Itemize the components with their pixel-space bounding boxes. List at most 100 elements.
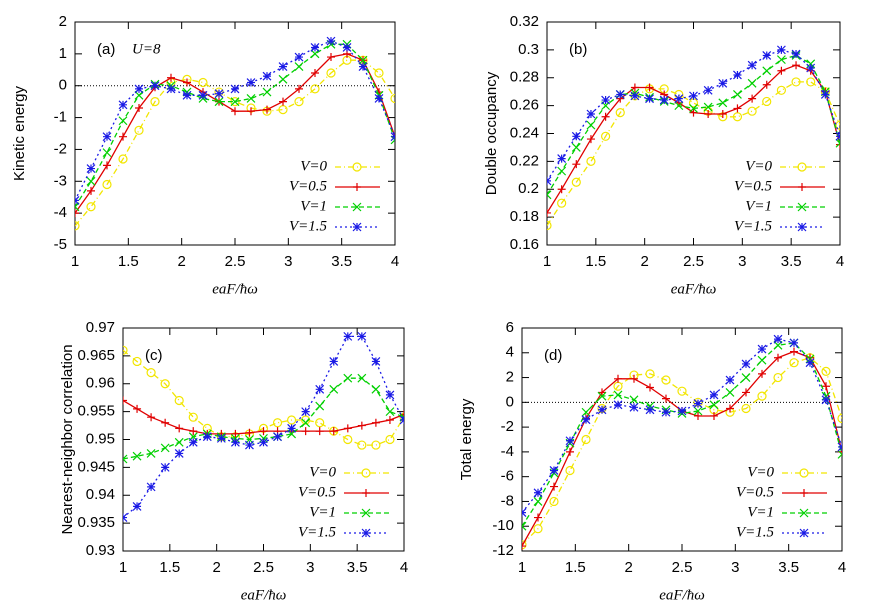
marker [547, 208, 551, 217]
marker [301, 415, 311, 425]
series [123, 331, 404, 522]
legend-label: V=0 [309, 464, 336, 480]
legend-marker [797, 222, 807, 232]
x-tick-label: 3.5 [781, 253, 802, 270]
marker [123, 345, 128, 355]
plot-frame [122, 327, 405, 552]
marker [167, 73, 175, 82]
series-line [75, 43, 395, 208]
marker [615, 107, 625, 118]
x-tick-label: 1 [543, 253, 551, 270]
marker [806, 63, 816, 73]
legend-label: V=0.5 [736, 484, 775, 500]
marker [310, 84, 320, 94]
marker [757, 391, 767, 401]
marker [358, 62, 368, 72]
y-tick-label: 0.28 [510, 69, 539, 86]
marker [836, 140, 840, 149]
marker [385, 390, 395, 400]
marker [86, 164, 96, 173]
marker [533, 497, 543, 506]
marker [287, 423, 297, 433]
legend-label: V=0 [745, 158, 772, 174]
marker [565, 436, 575, 446]
y-tick-label: 0.935 [77, 514, 115, 531]
marker [174, 449, 184, 458]
marker [629, 395, 639, 405]
marker [597, 405, 607, 415]
series-line [123, 377, 404, 460]
marker [557, 198, 567, 208]
x-tick-label: 1 [71, 253, 79, 270]
marker [822, 382, 830, 391]
marker [565, 465, 575, 476]
x-axis-label: eaF/ħω [212, 281, 258, 297]
marker [758, 369, 766, 378]
marker [399, 412, 404, 422]
x-tick-label: 4 [838, 559, 846, 576]
marker [741, 373, 751, 382]
marker [75, 195, 80, 205]
series [547, 45, 840, 186]
marker [806, 59, 816, 69]
marker [132, 501, 142, 511]
panel-label: (a) [97, 41, 115, 58]
marker [262, 71, 272, 81]
marker [789, 358, 799, 368]
marker [661, 375, 671, 385]
marker [174, 395, 184, 406]
x-tick-label: 1 [518, 559, 526, 576]
marker [103, 161, 111, 170]
series-line [547, 81, 840, 226]
x-axis-label: eaF/ħω [671, 281, 717, 297]
marker [748, 94, 757, 103]
marker [294, 52, 304, 62]
marker [214, 89, 224, 99]
marker [586, 120, 596, 130]
marker [598, 388, 606, 397]
marker [278, 74, 288, 84]
y-tick-label: 0.16 [510, 236, 539, 253]
marker [689, 103, 698, 113]
marker [522, 521, 527, 531]
marker [522, 540, 527, 550]
marker [791, 77, 801, 87]
marker [75, 221, 80, 231]
panel-label: (b) [569, 41, 587, 58]
y-tick-label: 0.26 [510, 97, 539, 114]
marker [792, 61, 801, 70]
marker [133, 404, 142, 413]
marker [805, 358, 815, 368]
marker [709, 400, 719, 410]
marker [571, 131, 581, 141]
marker [123, 454, 128, 464]
marker [160, 462, 170, 472]
marker [385, 434, 395, 445]
series-line [522, 342, 842, 527]
marker [747, 60, 757, 70]
marker [147, 413, 156, 422]
x-tick-label: 1.5 [159, 559, 180, 576]
marker [533, 524, 543, 534]
marker [614, 374, 622, 383]
marker [198, 90, 208, 100]
marker [166, 84, 176, 94]
marker [645, 369, 655, 379]
marker [747, 78, 757, 88]
series [75, 39, 395, 212]
marker [230, 97, 240, 107]
y-tick-label: 0.32 [510, 13, 539, 30]
y-tick-label: 0.24 [510, 124, 539, 141]
marker [188, 437, 198, 447]
y-tick-label: 0.965 [77, 347, 115, 364]
marker [87, 186, 95, 195]
legend-label: V=1 [747, 504, 774, 520]
marker [732, 112, 743, 122]
marker [343, 331, 353, 341]
marker [757, 344, 767, 354]
marker [733, 90, 742, 99]
marker [776, 45, 786, 55]
series [123, 373, 404, 464]
panel: -5 -4 -3 -2 -1 0 1 2 1 1.5 2 2.5 3 3.5 4 eaF/ħω Kinetic … [11, 13, 399, 297]
